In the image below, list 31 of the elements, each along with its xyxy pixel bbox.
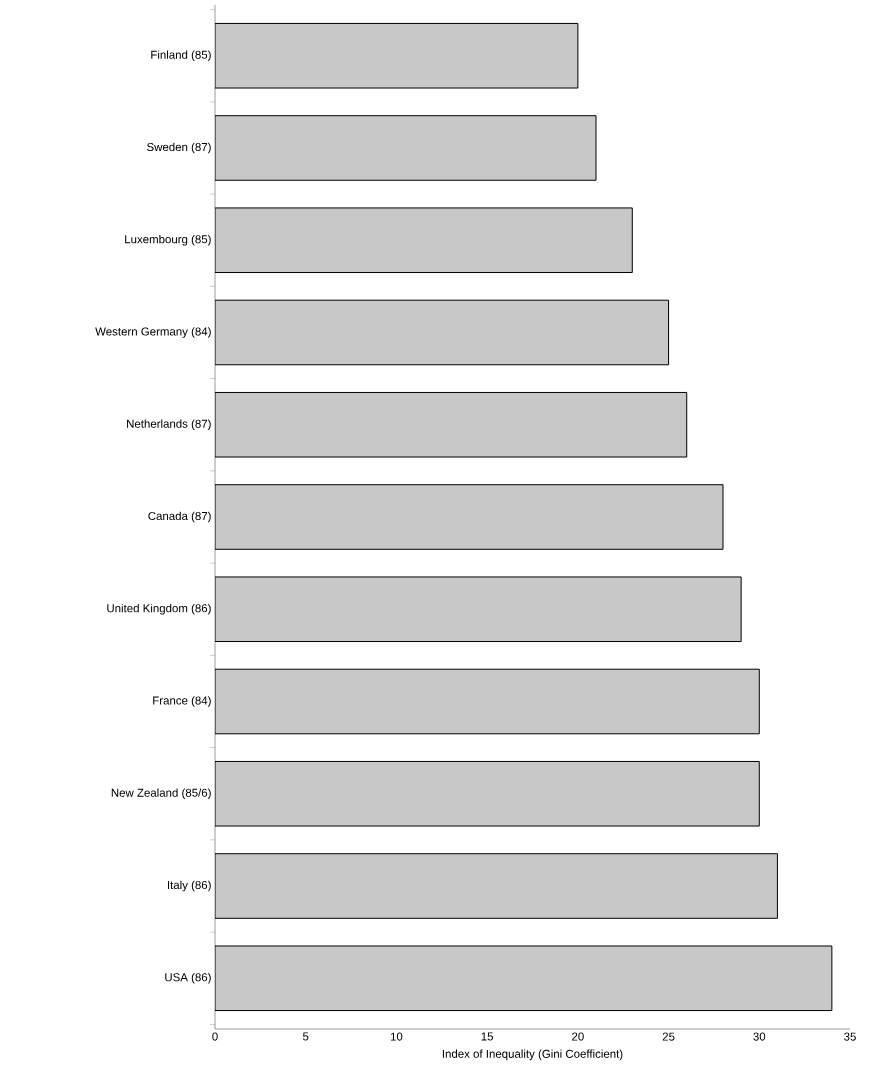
y-tick-label: Finland (85) [151, 50, 211, 62]
x-axis-title: Index of Inequality (Gini Coefficient) [442, 1049, 623, 1061]
x-tick-label: 15 [481, 1032, 494, 1041]
y-tick-label: Sweden (87) [147, 142, 211, 154]
bar [215, 391, 688, 458]
bar [215, 22, 579, 89]
x-tick-label: 10 [390, 1032, 403, 1041]
x-tick-label: 0 [212, 1032, 218, 1041]
bar [215, 115, 597, 181]
x-tick-label: 35 [844, 1032, 856, 1041]
bar [215, 576, 742, 643]
x-tick-label: 5 [302, 1032, 309, 1041]
bar [215, 299, 670, 366]
y-tick-label: Canada (87) [148, 511, 211, 523]
y-tick-label: Western Germany (84) [95, 327, 211, 338]
y-tick-label: Netherlands (87) [127, 419, 211, 431]
bar [215, 760, 760, 827]
bar [215, 668, 760, 735]
bar [215, 207, 633, 274]
x-tick-label: 20 [572, 1032, 584, 1041]
bar [215, 484, 724, 550]
y-tick-label: United Kingdom (86) [107, 603, 211, 615]
bar [215, 945, 833, 1012]
y-tick-label: USA (86) [165, 972, 211, 984]
x-tick-label: 30 [753, 1032, 766, 1041]
y-tick-label: Luxembourg (85) [125, 234, 211, 246]
x-tick-label: 25 [662, 1032, 675, 1041]
y-tick-label: Italy (86) [167, 880, 211, 892]
y-tick-label: France (84) [153, 696, 211, 707]
y-tick-label: New Zealand (85/6) [111, 788, 211, 800]
bar [215, 853, 778, 919]
